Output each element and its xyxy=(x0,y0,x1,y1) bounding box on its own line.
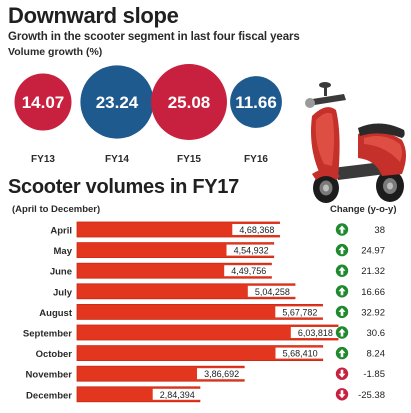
month-label: July xyxy=(53,287,73,298)
bar-value-label: 4,54,932 xyxy=(234,246,269,256)
bubble-category-label: FY16 xyxy=(244,154,268,165)
bubble-fy13 xyxy=(14,73,72,131)
value-label-bg xyxy=(197,368,247,380)
value-label-bg xyxy=(226,244,276,256)
change-value: 30.6 xyxy=(367,328,386,339)
bubble-fy16 xyxy=(230,76,282,128)
month-label: December xyxy=(26,390,72,401)
change-header: Change (y-o-y) xyxy=(330,204,397,215)
change-value: 32.92 xyxy=(361,307,385,318)
period-label: (April to December) xyxy=(12,204,101,215)
arrow-up-glyph xyxy=(338,287,346,296)
change-value: -1.85 xyxy=(363,369,385,380)
bar-value-label: 5,04,258 xyxy=(255,287,290,297)
bar-value-label: 5,68,410 xyxy=(283,349,318,359)
bar-value-label: 3,86,692 xyxy=(204,369,239,379)
arrow-up-glyph xyxy=(338,246,346,255)
bubble-category-label: FY15 xyxy=(177,154,201,165)
bubble-fy14 xyxy=(80,65,154,139)
volume-growth-label: Volume growth (%) xyxy=(8,46,103,58)
value-label-bg xyxy=(290,327,340,338)
bubble-value-label: 14.07 xyxy=(22,93,65,112)
bar-value-label: 4,49,756 xyxy=(231,266,266,276)
change-value: -25.38 xyxy=(358,390,385,401)
scooter-icon xyxy=(305,82,406,203)
month-label: November xyxy=(26,370,73,381)
section-title: Scooter volumes in FY17 xyxy=(8,176,239,198)
value-label-bg xyxy=(224,265,274,277)
bubble-fy15 xyxy=(151,64,227,140)
month-label: June xyxy=(50,267,72,278)
arrow-up-glyph xyxy=(338,349,346,358)
arrow-up-glyph xyxy=(338,266,346,275)
value-label-bg xyxy=(247,285,297,297)
arrow-up-glyph xyxy=(338,307,346,316)
month-label: August xyxy=(39,308,73,319)
bar-value-label: 5,67,782 xyxy=(282,307,317,317)
month-label: April xyxy=(50,226,72,237)
change-value: 16.66 xyxy=(361,287,385,298)
bubble-value-label: 25.08 xyxy=(168,93,211,112)
change-value: 21.32 xyxy=(361,266,385,277)
value-label-bg xyxy=(275,306,325,318)
chart-subtitle: Growth in the scooter segment in last fo… xyxy=(8,31,300,43)
change-value: 8.24 xyxy=(367,349,386,360)
bubble-value-label: 11.66 xyxy=(235,93,277,112)
bubble-category-label: FY14 xyxy=(105,154,129,165)
value-label-bg xyxy=(232,224,282,235)
value-label-bg xyxy=(275,347,325,359)
change-value: 38 xyxy=(374,225,385,236)
bar-value-label: 4,68,368 xyxy=(239,225,274,235)
bar-value-label: 2,84,394 xyxy=(160,390,195,400)
bar-value-label: 6,03,818 xyxy=(298,328,333,338)
arrow-up-glyph xyxy=(338,225,346,234)
month-label: October xyxy=(36,349,73,360)
bubble-value-label: 23.24 xyxy=(96,93,139,112)
volume-growth-bubble-chart: 14.07 FY13 23.24 FY14 25.08 FY15 11.66 FY16 xyxy=(14,64,282,165)
value-label-bg xyxy=(152,388,202,400)
change-value: 24.97 xyxy=(361,246,385,257)
arrow-down-glyph xyxy=(338,369,346,378)
chart-title: Downward slope xyxy=(8,3,179,28)
month-label: September xyxy=(23,329,72,340)
monthly-volume-bar-chart: April 4,68,368 38 May 4,54,932 24.97 June 4,49,… xyxy=(23,221,386,403)
month-label: May xyxy=(54,246,73,257)
arrow-up-glyph xyxy=(338,328,346,337)
arrow-down-glyph xyxy=(338,390,346,399)
bubble-category-label: FY13 xyxy=(31,154,55,165)
